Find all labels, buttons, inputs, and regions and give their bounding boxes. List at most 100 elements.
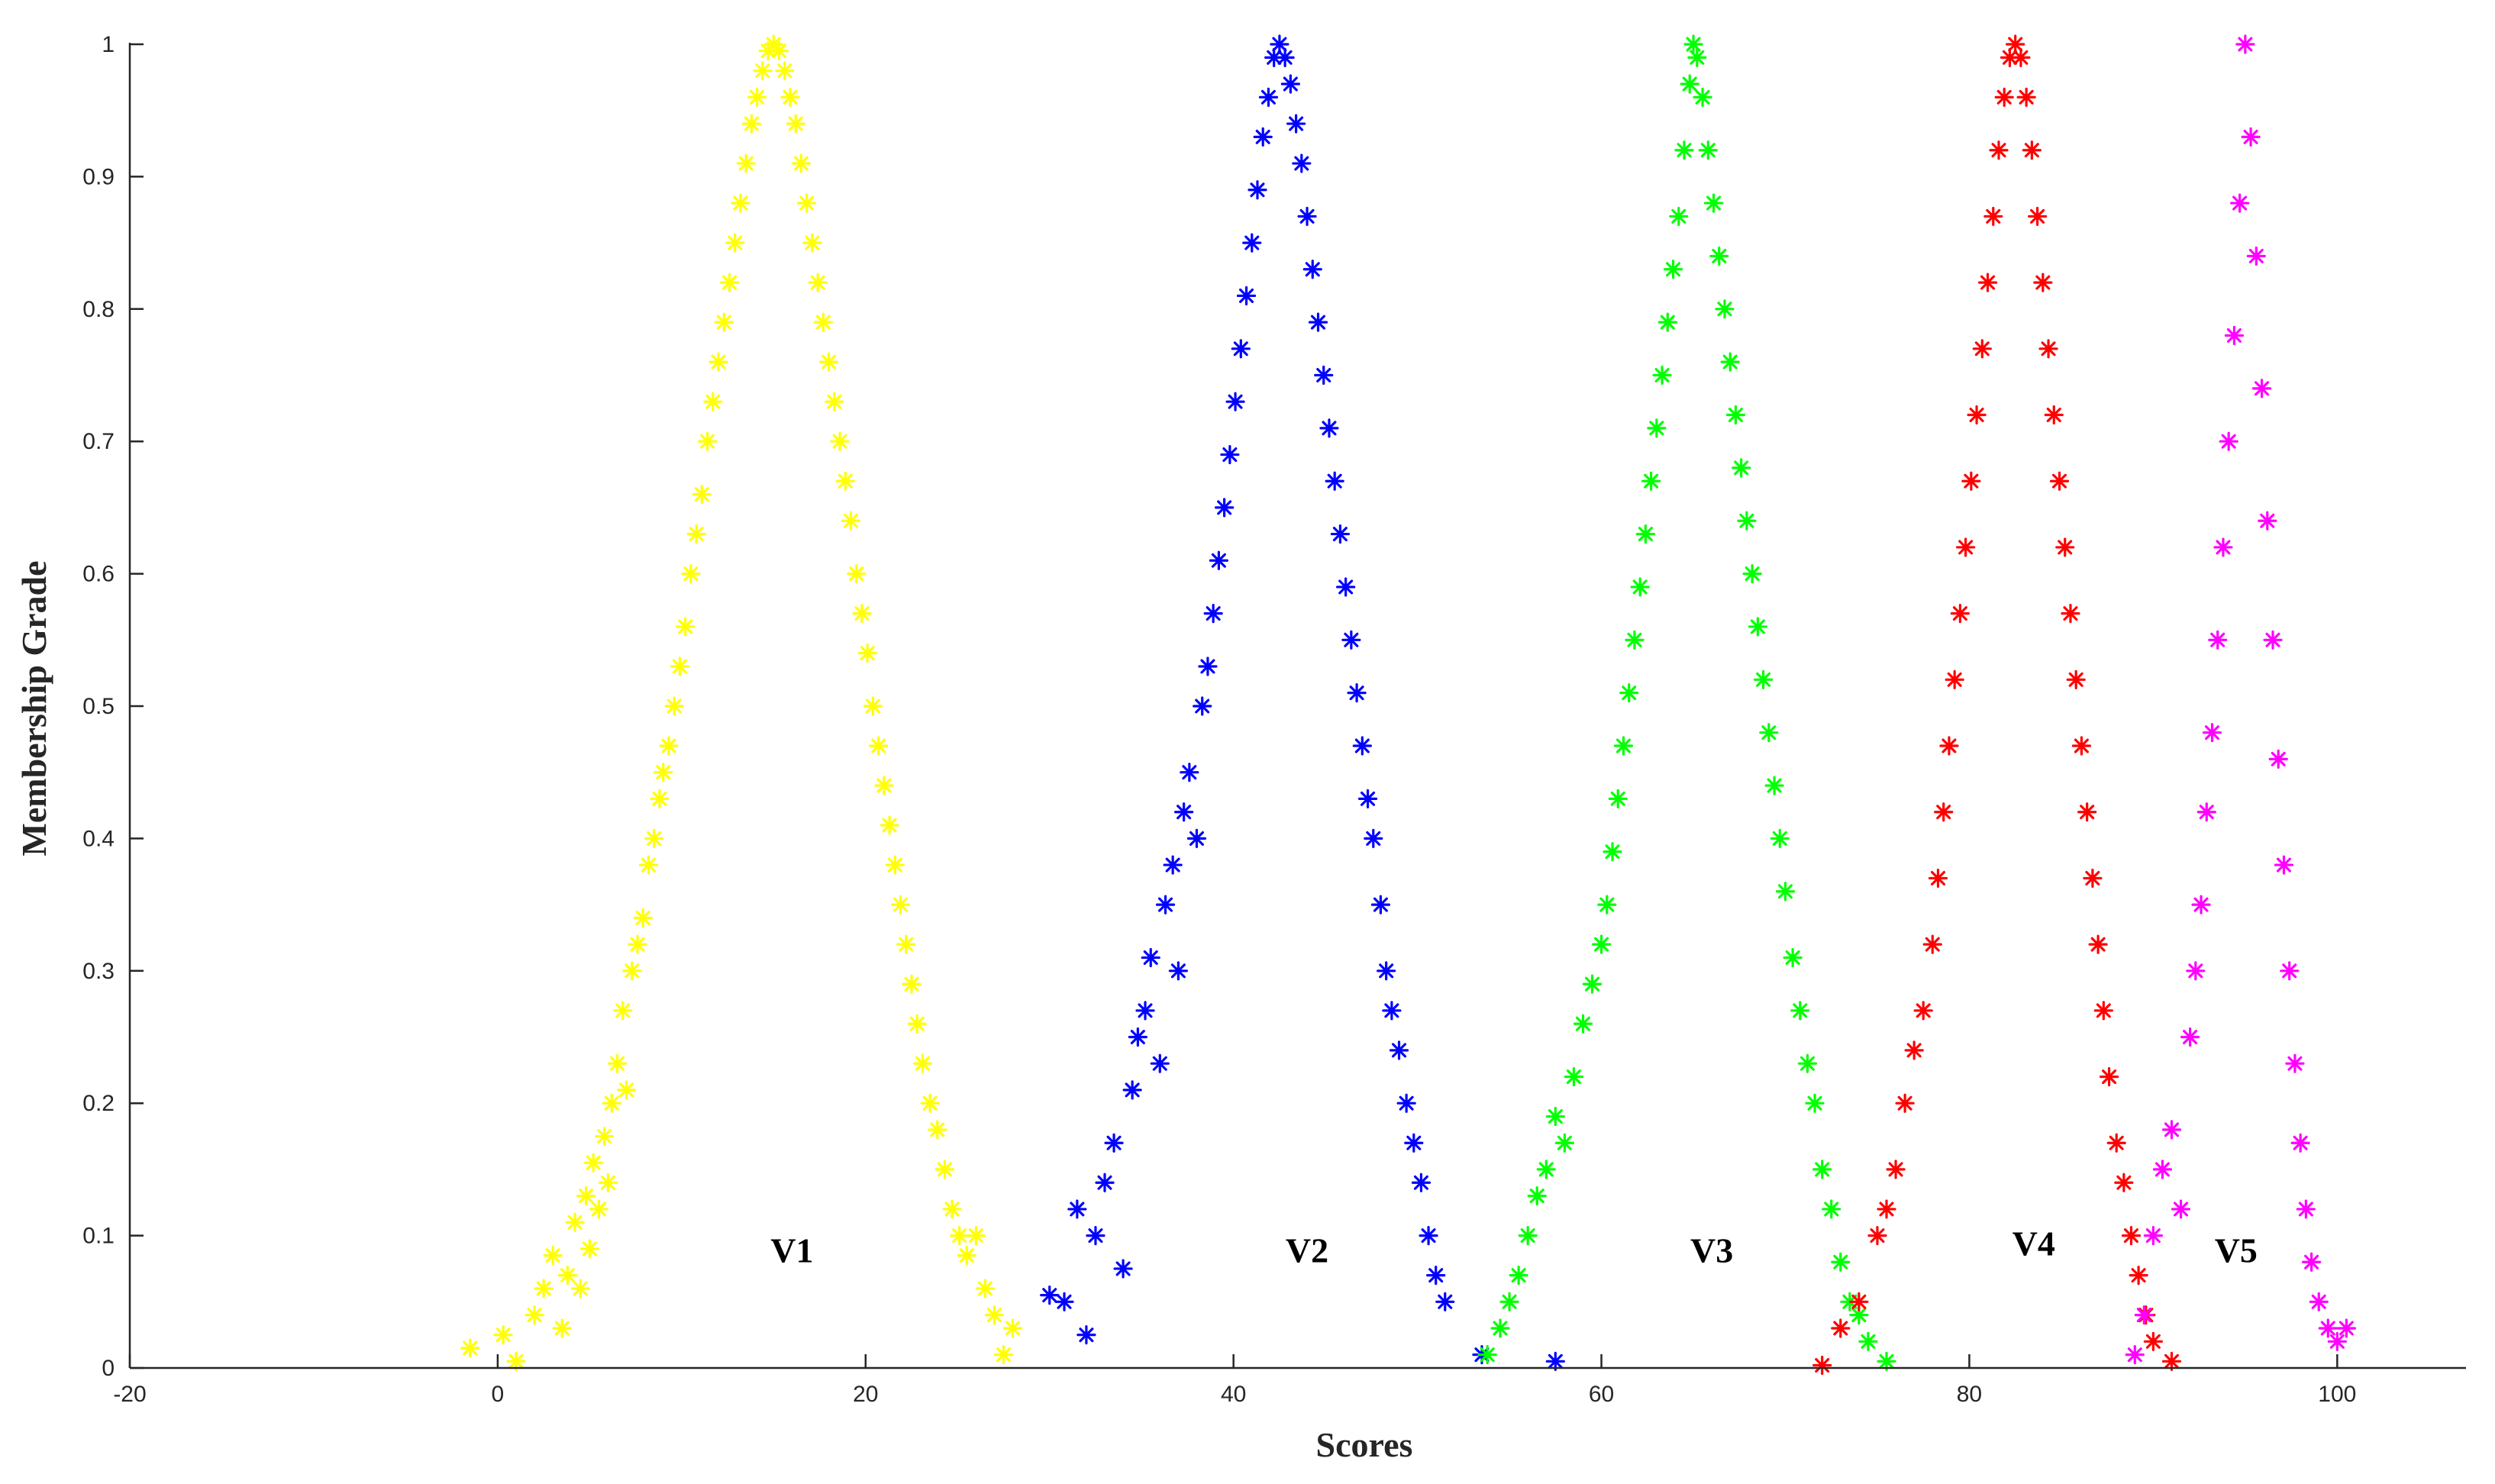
data-point — [2280, 961, 2300, 981]
y-tick-label: 0.2 — [82, 1091, 115, 1116]
data-point — [912, 1053, 933, 1073]
data-point — [1790, 1001, 1810, 1021]
data-point — [1886, 1160, 1906, 1179]
data-point — [714, 312, 734, 332]
data-point — [813, 312, 833, 332]
x-tick-label: -20 — [113, 1382, 146, 1407]
data-point — [598, 1173, 618, 1192]
data-point — [1967, 405, 1987, 425]
y-tick-label: 0.7 — [82, 429, 115, 454]
data-point — [747, 87, 767, 107]
data-point — [1128, 1027, 1147, 1047]
data-point — [2083, 868, 2103, 889]
data-point — [1582, 974, 1603, 994]
data-point — [902, 974, 922, 994]
data-point — [670, 657, 690, 676]
data-point — [589, 1199, 609, 1219]
data-point — [1608, 789, 1628, 808]
data-point — [583, 1153, 603, 1173]
data-point — [644, 828, 664, 849]
data-point — [818, 352, 839, 372]
data-point — [2296, 1199, 2316, 1219]
data-point — [1404, 1133, 1424, 1153]
data-point — [1319, 418, 1339, 438]
data-point — [633, 908, 653, 928]
data-point — [681, 563, 701, 584]
data-point — [1155, 895, 1176, 915]
data-point — [1674, 140, 1694, 160]
data-point — [2099, 1066, 2119, 1087]
data-point — [1822, 1199, 1841, 1219]
data-point — [1054, 1292, 1074, 1311]
data-point — [934, 1160, 954, 1179]
data-point — [664, 696, 684, 716]
data-point — [1928, 868, 1948, 889]
annotation-v3: V3 — [1690, 1231, 1733, 1269]
data-point — [1174, 802, 1194, 822]
data-point — [1983, 206, 2003, 227]
data-point — [2336, 1318, 2356, 1338]
data-point — [1186, 828, 1207, 849]
data-point — [731, 193, 750, 213]
data-point — [1698, 140, 1718, 160]
data-point — [1163, 855, 1183, 875]
data-point — [1396, 1093, 1416, 1113]
x-tick-label: 40 — [1221, 1382, 1246, 1407]
data-point — [1248, 180, 1267, 200]
data-point — [1215, 498, 1235, 518]
data-point — [1545, 1351, 1565, 1371]
data-point — [1994, 87, 2014, 107]
data-point — [1292, 153, 1312, 173]
data-point — [1783, 947, 1803, 968]
data-point — [2196, 802, 2216, 822]
data-point — [1934, 802, 1954, 822]
data-point — [975, 1279, 995, 1298]
data-point — [1904, 1040, 1924, 1060]
data-point — [830, 431, 850, 451]
data-point — [1275, 47, 1295, 67]
data-point — [1742, 563, 1762, 584]
data-point — [1258, 87, 1279, 107]
data-point — [786, 114, 805, 134]
data-point — [1858, 1331, 1878, 1351]
data-point — [1950, 604, 1971, 624]
data-point — [1209, 550, 1228, 570]
data-point — [565, 1212, 585, 1232]
data-point — [613, 1001, 633, 1021]
data-point — [1564, 1066, 1584, 1087]
data-point — [1411, 1173, 1431, 1192]
x-axis-label: Scores — [1316, 1425, 1413, 1464]
data-point — [2263, 630, 2283, 650]
data-point — [2213, 537, 2233, 557]
data-point — [557, 1266, 578, 1286]
y-tick-label: 0.4 — [82, 826, 115, 851]
data-point — [650, 789, 670, 808]
data-point — [857, 644, 877, 663]
data-point — [1220, 444, 1240, 465]
data-point — [1770, 828, 1790, 849]
data-point — [1180, 763, 1199, 782]
data-point — [1693, 87, 1712, 107]
data-point — [719, 273, 740, 292]
data-point — [534, 1279, 554, 1298]
data-point — [2143, 1225, 2163, 1246]
data-point — [880, 815, 899, 835]
data-point — [1715, 299, 1735, 319]
data-point — [622, 961, 642, 981]
data-point — [950, 1225, 970, 1246]
data-point — [1264, 47, 1284, 67]
data-point — [1680, 74, 1699, 94]
data-point — [1775, 882, 1796, 902]
data-point — [1002, 1318, 1023, 1338]
data-point — [966, 1225, 986, 1246]
data-point — [570, 1279, 590, 1298]
data-point — [2224, 325, 2245, 346]
data-point — [703, 392, 723, 411]
data-point — [1231, 339, 1251, 359]
data-point — [2129, 1266, 2148, 1286]
data-point — [1253, 127, 1273, 147]
data-point — [638, 855, 659, 875]
data-point — [1198, 657, 1218, 676]
data-point — [708, 352, 728, 372]
data-point — [775, 61, 795, 81]
